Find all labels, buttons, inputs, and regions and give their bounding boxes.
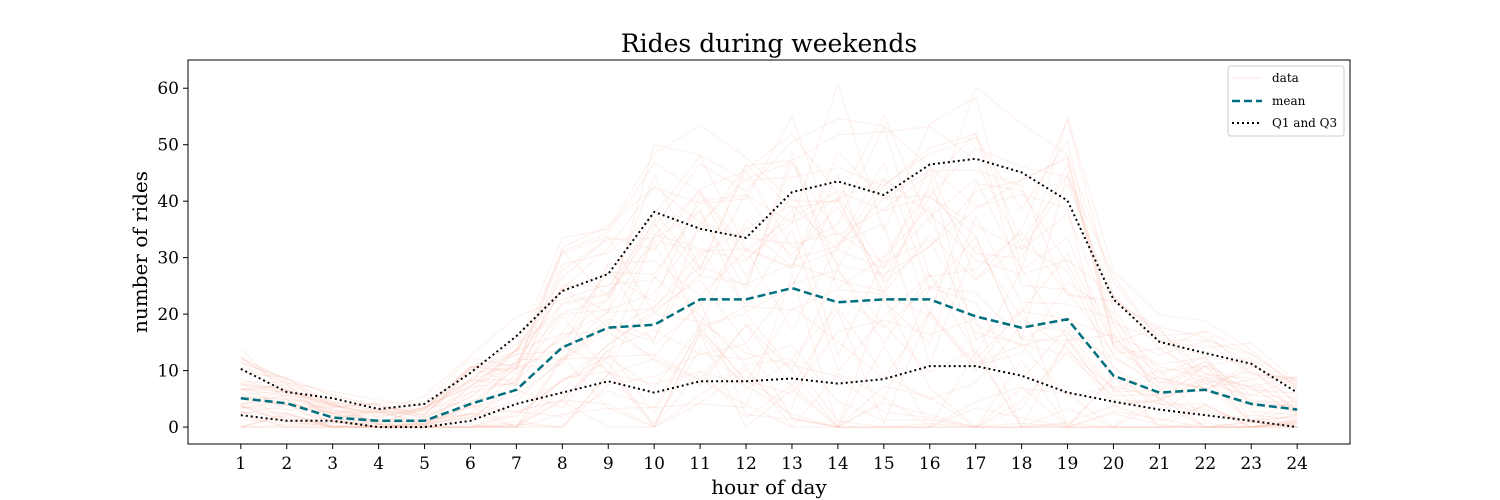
legend-box (1227, 65, 1345, 137)
data-line (240, 218, 1298, 426)
data-line (240, 285, 1298, 428)
x-tick-label: 17 (965, 454, 987, 474)
data-lines (240, 82, 1298, 429)
y-tick-label: 10 (157, 362, 179, 382)
data-line (240, 117, 1298, 415)
x-tick-label: 4 (373, 454, 384, 474)
data-line (240, 151, 1298, 412)
data-line (240, 370, 1298, 428)
x-tick-label: 10 (643, 454, 665, 474)
data-line (240, 131, 1298, 421)
data-line (240, 196, 1298, 426)
data-line (240, 177, 1298, 423)
data-line (240, 304, 1298, 429)
data-line (240, 160, 1298, 418)
x-tick-label: 9 (603, 454, 614, 474)
data-line (240, 137, 1298, 418)
x-tick-label: 19 (1057, 454, 1079, 474)
x-tick-label: 24 (1286, 454, 1308, 474)
data-line (240, 160, 1298, 423)
data-line (240, 114, 1298, 409)
plot-frame (187, 59, 1351, 445)
y-tick-label: 30 (157, 249, 179, 269)
x-tick-label: 23 (1240, 454, 1262, 474)
data-line (240, 269, 1298, 428)
data-line (240, 222, 1298, 424)
mean-line (240, 286, 1298, 423)
data-line (240, 221, 1298, 412)
x-tick-label: 11 (689, 454, 711, 474)
data-line (240, 150, 1298, 416)
y-axis: 0 10 20 30 40 50 60 (157, 79, 188, 438)
legend-mean-label: mean (1272, 94, 1306, 108)
y-axis-title: number of rides (128, 171, 152, 333)
x-tick-label: 14 (827, 454, 849, 474)
legend-data-label: data (1272, 71, 1299, 85)
data-line (240, 205, 1298, 422)
data-line (240, 125, 1298, 414)
data-line (240, 86, 1298, 408)
x-tick-label: 1 (235, 454, 246, 474)
data-line (240, 133, 1298, 419)
x-tick-label: 22 (1195, 454, 1217, 474)
data-line (240, 125, 1298, 415)
data-line (240, 82, 1298, 414)
data-line (240, 228, 1298, 425)
chart-title: Rides during weekends (621, 29, 917, 58)
data-line (240, 329, 1298, 428)
x-tick-label: 5 (419, 454, 430, 474)
x-tick-label: 12 (735, 454, 757, 474)
stat-lines (240, 157, 1298, 429)
data-line (240, 173, 1298, 426)
y-tick-label: 60 (157, 79, 179, 99)
x-tick-label: 18 (1011, 454, 1033, 474)
data-line (240, 157, 1298, 417)
x-axis-title: hour of day (711, 475, 827, 499)
y-tick-label: 20 (157, 305, 179, 325)
data-line (240, 190, 1298, 424)
y-tick-label: 40 (157, 192, 179, 212)
x-axis: 1 2 3 4 5 6 7 8 9 10 11 12 13 14 15 16 17 18 19 20 21 22 23 24 (235, 444, 1308, 474)
y-tick-label: 50 (157, 136, 179, 156)
y-tick-label: 0 (168, 418, 179, 438)
x-tick-label: 3 (327, 454, 338, 474)
x-tick-label: 8 (557, 454, 568, 474)
data-line (240, 165, 1298, 425)
data-line (240, 368, 1298, 428)
data-line (240, 178, 1298, 414)
data-line (240, 133, 1298, 418)
x-tick-label: 16 (919, 454, 941, 474)
data-line (240, 196, 1298, 427)
x-tick-label: 21 (1149, 454, 1171, 474)
x-tick-label: 2 (281, 454, 292, 474)
q1-line (240, 365, 1298, 429)
x-tick-label: 15 (873, 454, 895, 474)
x-tick-label: 13 (781, 454, 803, 474)
x-tick-label: 6 (465, 454, 476, 474)
legend-quartile-label: Q1 and Q3 (1272, 116, 1337, 130)
x-tick-label: 7 (511, 454, 522, 474)
data-line (240, 155, 1298, 416)
data-line (240, 309, 1298, 428)
x-tick-label: 20 (1103, 454, 1125, 474)
legend: data mean Q1 and Q3 (1227, 65, 1345, 137)
